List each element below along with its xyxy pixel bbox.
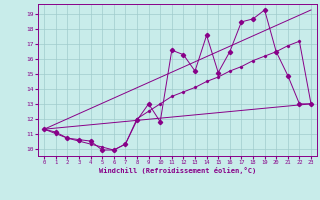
X-axis label: Windchill (Refroidissement éolien,°C): Windchill (Refroidissement éolien,°C)	[99, 167, 256, 174]
